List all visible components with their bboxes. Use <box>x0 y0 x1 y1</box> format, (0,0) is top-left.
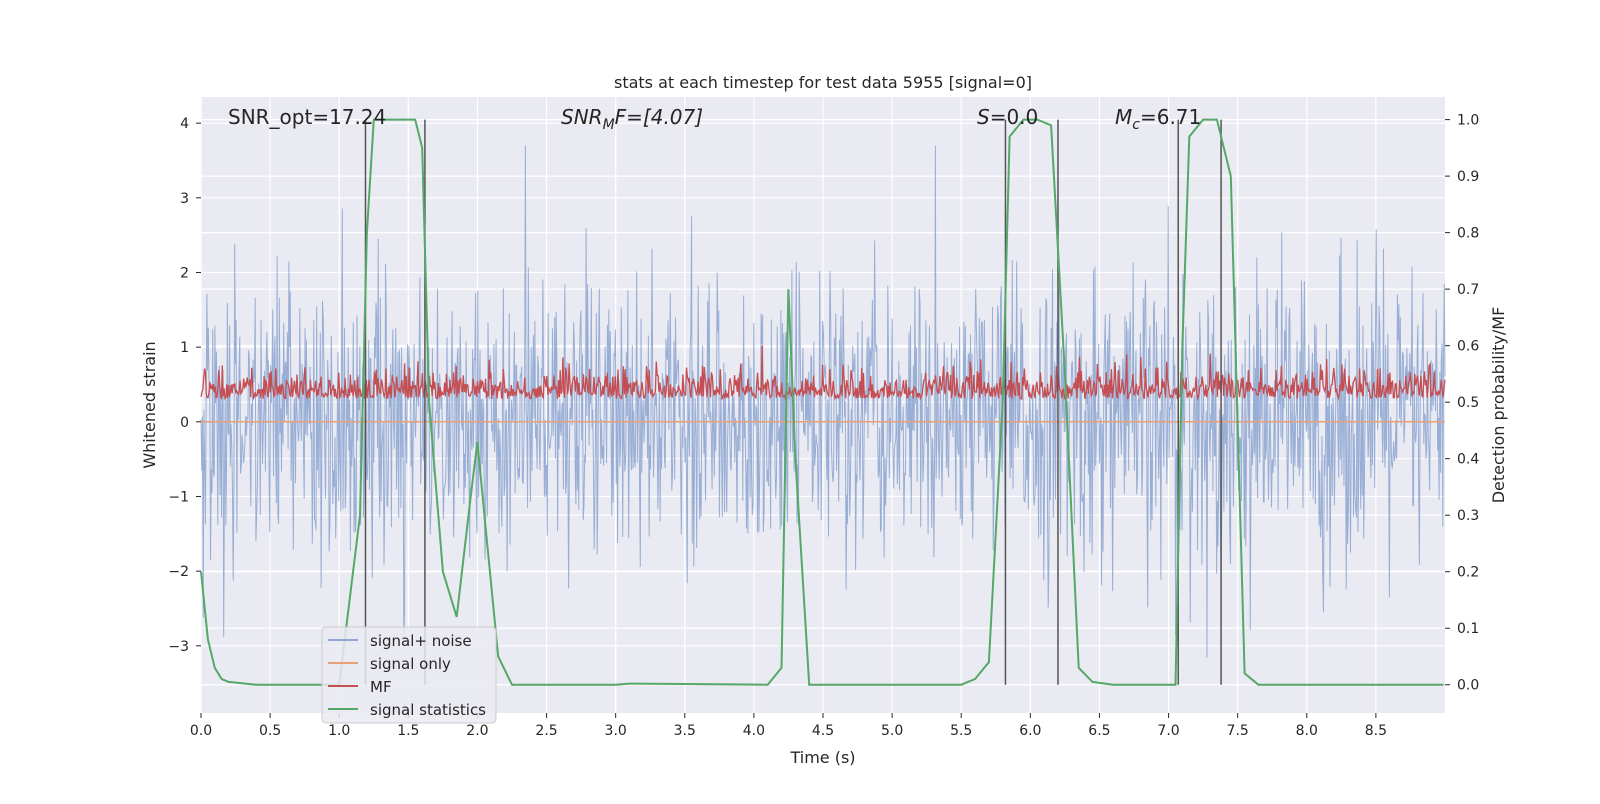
y-left-tick-label: −2 <box>168 564 189 580</box>
snr-mf-main: SNR <box>561 105 603 129</box>
mf-series <box>200 345 1446 401</box>
mc-annotation: Mc=6.71 <box>1115 105 1201 133</box>
legend-label-signal-only: signal only <box>370 655 451 673</box>
y-right-tick-label: 0.1 <box>1457 621 1479 637</box>
y-left-tick-label: −3 <box>168 639 189 655</box>
y-right-tick-label: 0.3 <box>1457 508 1479 524</box>
y-right-tick-label: 0.0 <box>1457 678 1479 694</box>
y-right-tick-label: 1.0 <box>1457 113 1479 129</box>
y-left-tick-label: 4 <box>180 116 189 132</box>
y-axis-label-right: Detection probability/MF <box>1489 307 1508 504</box>
y-axis-label-left: Whitened strain <box>140 341 159 468</box>
y-right-tick-label: 0.7 <box>1457 282 1479 298</box>
y-left-tick-label: 3 <box>180 191 189 207</box>
y-right-tick-label: 0.4 <box>1457 452 1479 468</box>
signal-statistics-line <box>200 118 1444 686</box>
y-right-tick-label: 0.5 <box>1457 395 1479 411</box>
x-tick-label: 5.0 <box>881 723 903 739</box>
y-right-tick-label: 0.8 <box>1457 226 1479 242</box>
s-rest: =0.0 <box>990 105 1039 129</box>
chart-title: stats at each timestep for test data 595… <box>614 73 1032 92</box>
y-right-tick-label: 0.2 <box>1457 565 1479 581</box>
x-tick-label: 7.0 <box>1157 723 1179 739</box>
signal-statistics-series <box>200 118 1444 686</box>
snr-mf-sub: M <box>603 117 615 133</box>
snr-opt-annotation: SNR_opt=17.24 <box>228 105 386 129</box>
x-tick-label: 4.0 <box>743 723 765 739</box>
legend-box <box>321 626 497 724</box>
s-main: S <box>977 105 990 129</box>
x-tick-label: 4.5 <box>812 723 834 739</box>
x-tick-label: 0.5 <box>259 723 281 739</box>
mc-main: M <box>1115 105 1132 129</box>
x-tick-label: 3.5 <box>674 723 696 739</box>
snr-mf-annotation: SNRMF=[4.07] <box>561 105 703 133</box>
x-tick-label: 6.0 <box>1019 723 1041 739</box>
y-left-tick-label: 2 <box>180 265 189 281</box>
x-tick-label: 5.5 <box>950 723 972 739</box>
legend: signal+ noise signal only MF signal stat… <box>321 626 497 724</box>
s-annotation: S=0.0 <box>977 105 1038 129</box>
y-right-tick-label: 0.6 <box>1457 339 1479 355</box>
axis-ticks: 0.0 0.5 1.0 1.5 2.0 2.5 3.0 3.5 4.0 4.5 5.0 5.5 6.0 6… <box>168 113 1479 739</box>
snr-mf-rest: F=[4.07] <box>615 105 703 129</box>
x-axis-label: Time (s) <box>789 748 855 767</box>
x-tick-label: 8.5 <box>1365 723 1387 739</box>
y-left-tick-label: 1 <box>180 340 189 356</box>
mc-rest: =6.71 <box>1140 105 1201 129</box>
legend-label-mf: MF <box>370 678 392 696</box>
x-tick-label: 0.0 <box>190 723 212 739</box>
x-tick-label: 6.5 <box>1088 723 1110 739</box>
x-tick-label: 3.0 <box>605 723 627 739</box>
x-tick-label: 1.5 <box>397 723 419 739</box>
x-tick-label: 2.5 <box>535 723 557 739</box>
legend-label-signal-statistics: signal statistics <box>370 701 486 719</box>
legend-label-signal-noise: signal+ noise <box>370 632 472 650</box>
x-tick-label: 1.0 <box>328 723 350 739</box>
y-right-tick-label: 0.9 <box>1457 169 1479 185</box>
y-left-tick-label: −1 <box>168 489 189 505</box>
x-tick-label: 7.5 <box>1227 723 1249 739</box>
mf-line <box>200 345 1446 401</box>
x-tick-label: 2.0 <box>466 723 488 739</box>
mc-sub: c <box>1132 117 1140 133</box>
grid <box>200 97 1445 713</box>
y-left-tick-label: 0 <box>180 415 189 431</box>
x-tick-label: 8.0 <box>1296 723 1318 739</box>
